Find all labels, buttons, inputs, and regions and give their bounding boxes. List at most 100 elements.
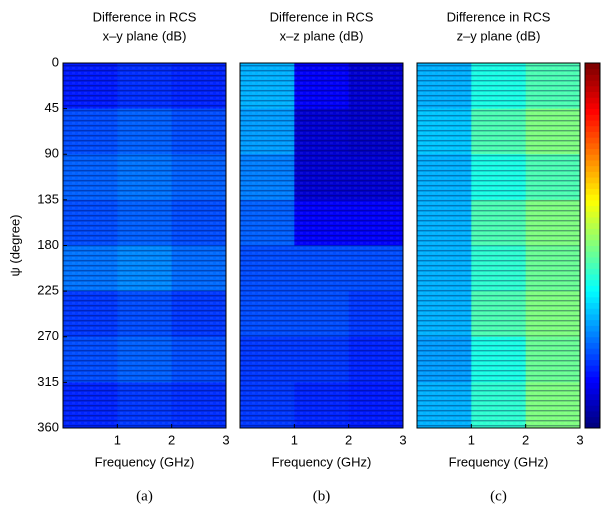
colorbar-step [585,148,600,155]
colorbar-step [585,137,600,144]
chart-title: z–y plane (dB) [457,28,541,43]
colorbar-step [585,114,600,121]
colorbar-step [585,274,600,281]
x-tick-label: 2 [168,432,175,447]
x-tick-label: 2 [345,432,352,447]
colorbar-step [585,256,600,264]
colorbar-step [585,222,600,229]
colorbar-step [585,262,600,269]
colorbar-step [585,171,600,178]
colorbar-step [585,211,600,218]
colorbar-step [585,416,600,423]
colorbar-step [585,376,600,383]
colorbar-step [585,63,600,70]
colorbar-step [585,365,600,372]
colorbar-step [585,348,600,355]
colorbar-step [585,296,600,304]
y-tick-label: 180 [37,237,59,252]
y-tick-label: 135 [37,191,59,206]
colorbar-step [585,182,600,189]
colorbar-step [585,331,600,338]
x-tick-label: 3 [576,432,583,447]
colorbar-step [585,370,600,378]
y-tick-label: 315 [37,374,59,389]
plot-frame [416,62,581,429]
colorbar-step [585,422,600,429]
y-tick-label: 45 [45,100,59,115]
colorbar-step [585,399,600,406]
y-tick-label: 0 [52,54,59,69]
colorbar-step [585,302,600,309]
colorbar-step [585,251,600,258]
chart-title: Difference in RCS [270,9,374,24]
colorbar-step [585,188,600,195]
colorbar-step [585,239,600,246]
texture [240,63,403,428]
y-tick-label: 360 [37,419,59,434]
colorbar-step [585,382,600,389]
caption: (b) [313,488,331,504]
colorbar-step [585,388,600,395]
colorbar-step [585,159,600,167]
x-axis-label: Frequency (GHz) [95,454,195,469]
y-tick-label: 270 [37,328,59,343]
colorbar-step [585,319,600,326]
y-axis-label: ψ (degree) [7,214,22,276]
colorbar-step [585,154,600,161]
colorbar-step [585,74,600,81]
x-tick-label: 2 [522,432,529,447]
colorbar-step [585,234,600,241]
x-axis-label: Frequency (GHz) [272,454,372,469]
chart-title: x–y plane (dB) [103,28,187,43]
colorbar-step [585,359,600,366]
colorbar-step [585,285,600,292]
caption: (c) [490,488,507,504]
texture [63,63,226,428]
colorbar-frame [584,62,601,429]
x-tick-label: 1 [114,432,121,447]
y-tick-label: 225 [37,283,59,298]
colorbar-step [585,228,600,235]
colorbar-step [585,291,600,298]
colorbar-step [585,142,600,150]
colorbar-step [585,120,600,127]
colorbar-step [585,108,600,115]
y-tick-label: 90 [45,146,59,161]
colorbar-step [585,216,600,224]
colorbar-step [585,405,600,412]
colorbar-step [585,308,600,315]
colorbar-step [585,279,600,286]
colorbar-step [585,410,600,418]
colorbar-step [585,131,600,138]
colorbar-step [585,194,600,201]
chart-title: x–z plane (dB) [280,28,364,43]
colorbar-step [585,313,600,321]
x-tick-label: 1 [291,432,298,447]
colorbar-step [585,336,600,343]
texture [417,63,580,428]
colorbar-step [585,268,600,275]
x-tick-label: 3 [399,432,406,447]
chart-title: Difference in RCS [447,9,551,24]
colorbar-step [585,68,600,75]
colorbar-step [585,199,600,207]
colorbar-step [585,342,600,349]
colorbar-step [585,205,600,212]
colorbar-step [585,125,600,132]
plot-frame [239,62,404,429]
colorbar-step [585,85,600,93]
colorbar-step [585,177,600,184]
chart-title: Difference in RCS [93,9,197,24]
colorbar-step [585,353,600,361]
caption: (a) [136,488,153,504]
colorbar-step [585,91,600,98]
colorbar-step [585,325,600,332]
x-axis-label: Frequency (GHz) [449,454,549,469]
colorbar-step [585,393,600,400]
x-tick-label: 1 [468,432,475,447]
colorbar-step [585,102,600,110]
colorbar-step [585,245,600,252]
colorbar-step [585,165,600,172]
x-tick-label: 3 [222,432,229,447]
